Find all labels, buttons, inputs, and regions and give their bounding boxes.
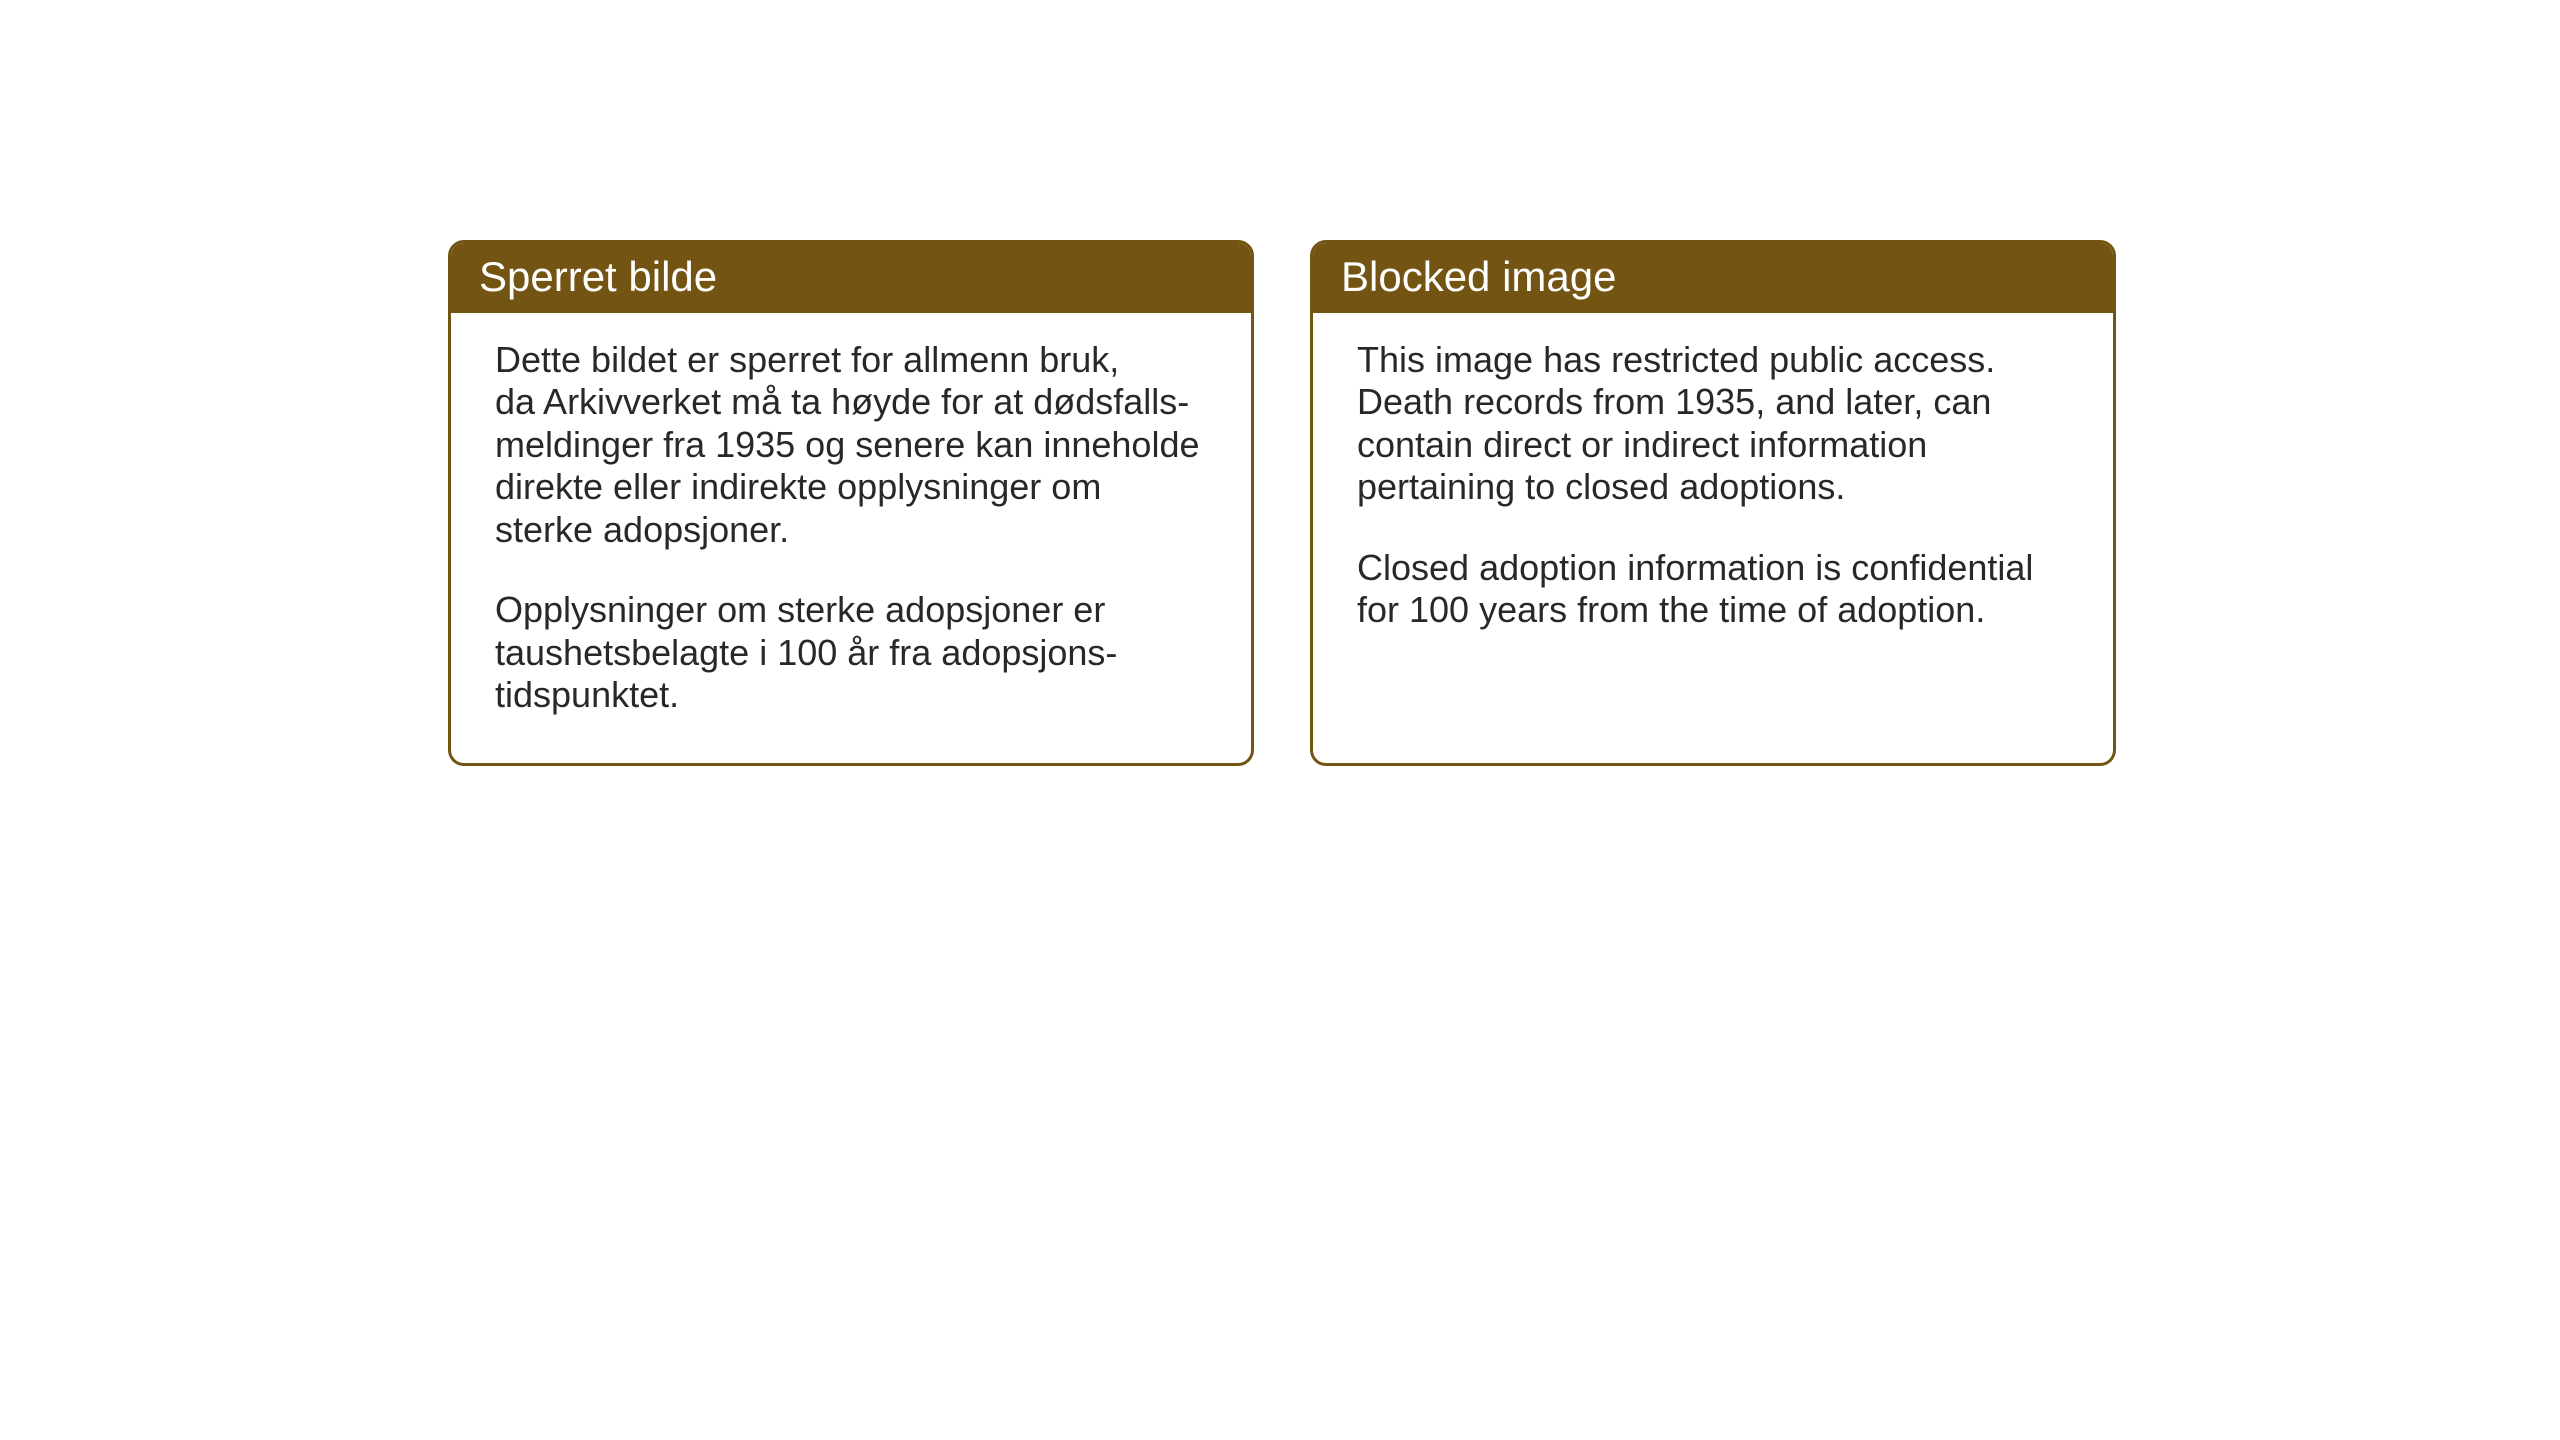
- notice-header-english: Blocked image: [1313, 243, 2113, 313]
- notice-card-norwegian: Sperret bilde Dette bildet er sperret fo…: [448, 240, 1254, 766]
- notice-container: Sperret bilde Dette bildet er sperret fo…: [448, 240, 2116, 766]
- notice-paragraph-1-norwegian: Dette bildet er sperret for allmenn bruk…: [495, 339, 1207, 551]
- notice-card-english: Blocked image This image has restricted …: [1310, 240, 2116, 766]
- notice-body-english: This image has restricted public access.…: [1313, 313, 2113, 763]
- notice-header-norwegian: Sperret bilde: [451, 243, 1251, 313]
- notice-paragraph-2-english: Closed adoption information is confident…: [1357, 547, 2069, 632]
- notice-title-norwegian: Sperret bilde: [479, 253, 1223, 301]
- notice-paragraph-1-english: This image has restricted public access.…: [1357, 339, 2069, 509]
- notice-paragraph-2-norwegian: Opplysninger om sterke adopsjoner er tau…: [495, 589, 1207, 716]
- notice-body-norwegian: Dette bildet er sperret for allmenn bruk…: [451, 313, 1251, 757]
- notice-title-english: Blocked image: [1341, 253, 2085, 301]
